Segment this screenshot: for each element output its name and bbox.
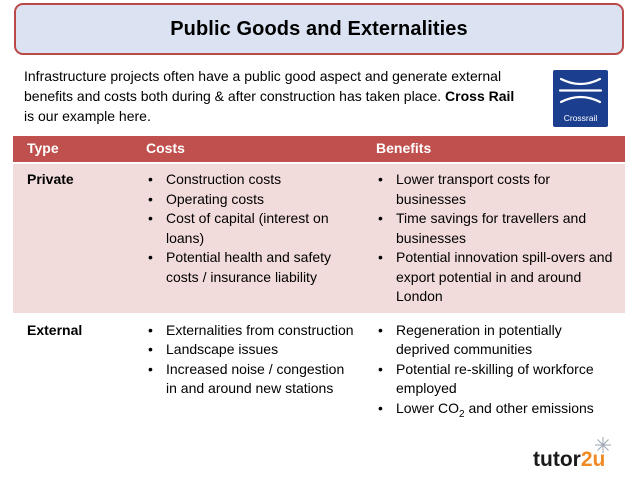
costs-cell: Construction costs Operating costs Cost … <box>132 162 362 315</box>
intro-paragraph: Infrastructure projects often have a pub… <box>24 66 524 126</box>
crossrail-symbol-icon <box>558 77 603 104</box>
list-item: Lower transport costs for businesses <box>376 170 619 209</box>
row-type: Private <box>13 162 132 315</box>
list-item: Externalities from construction <box>146 321 356 341</box>
costs-cell: Externalities from construction Landscap… <box>132 313 362 430</box>
list-item: Potential re-skilling of workforce emplo… <box>376 360 619 399</box>
intro-bold: Cross Rail <box>445 88 515 104</box>
table-header-row: Type Costs Benefits <box>13 136 625 163</box>
brand-main: tutor <box>533 448 581 471</box>
list-item: Operating costs <box>146 190 356 210</box>
page-title: Public Goods and Externalities <box>170 17 468 40</box>
benefits-cell: Lower transport costs for businesses Tim… <box>362 162 625 315</box>
list-item: Increased noise / congestion in and arou… <box>146 360 356 399</box>
title-banner: Public Goods and Externalities <box>14 3 624 55</box>
intro-text: Infrastructure projects often have a pub… <box>24 68 502 104</box>
list-item: Potential innovation spill-overs and exp… <box>376 248 619 307</box>
list-item-co2: Lower CO2 and other emissions <box>376 399 619 424</box>
intro-text-end: is our example here. <box>24 108 151 124</box>
list-item: Landscape issues <box>146 340 356 360</box>
list-item: Cost of capital (interest on loans) <box>146 209 356 248</box>
row-type: External <box>13 313 132 430</box>
header-benefits: Benefits <box>362 136 625 163</box>
benefits-cell: Regeneration in potentially deprived com… <box>362 313 625 430</box>
header-type: Type <box>13 136 132 163</box>
brand-accent: 2u <box>580 448 606 471</box>
table-row-external: External Externalities from construction… <box>13 313 625 430</box>
list-item: Construction costs <box>146 170 356 190</box>
list-item: Time savings for travellers and business… <box>376 209 619 248</box>
tutor2u-logo: tutor2u <box>533 448 605 472</box>
logo-label: Crossrail <box>563 113 598 123</box>
list-item: Regeneration in potentially deprived com… <box>376 321 619 360</box>
header-costs: Costs <box>132 136 362 163</box>
crossrail-logo: Crossrail <box>553 70 608 127</box>
spark-icon <box>595 437 611 453</box>
costs-benefits-table: Type Costs Benefits Private Construction… <box>13 136 625 430</box>
table-row-private: Private Construction costs Operating cos… <box>13 162 625 315</box>
list-item: Potential health and safety costs / insu… <box>146 248 356 287</box>
